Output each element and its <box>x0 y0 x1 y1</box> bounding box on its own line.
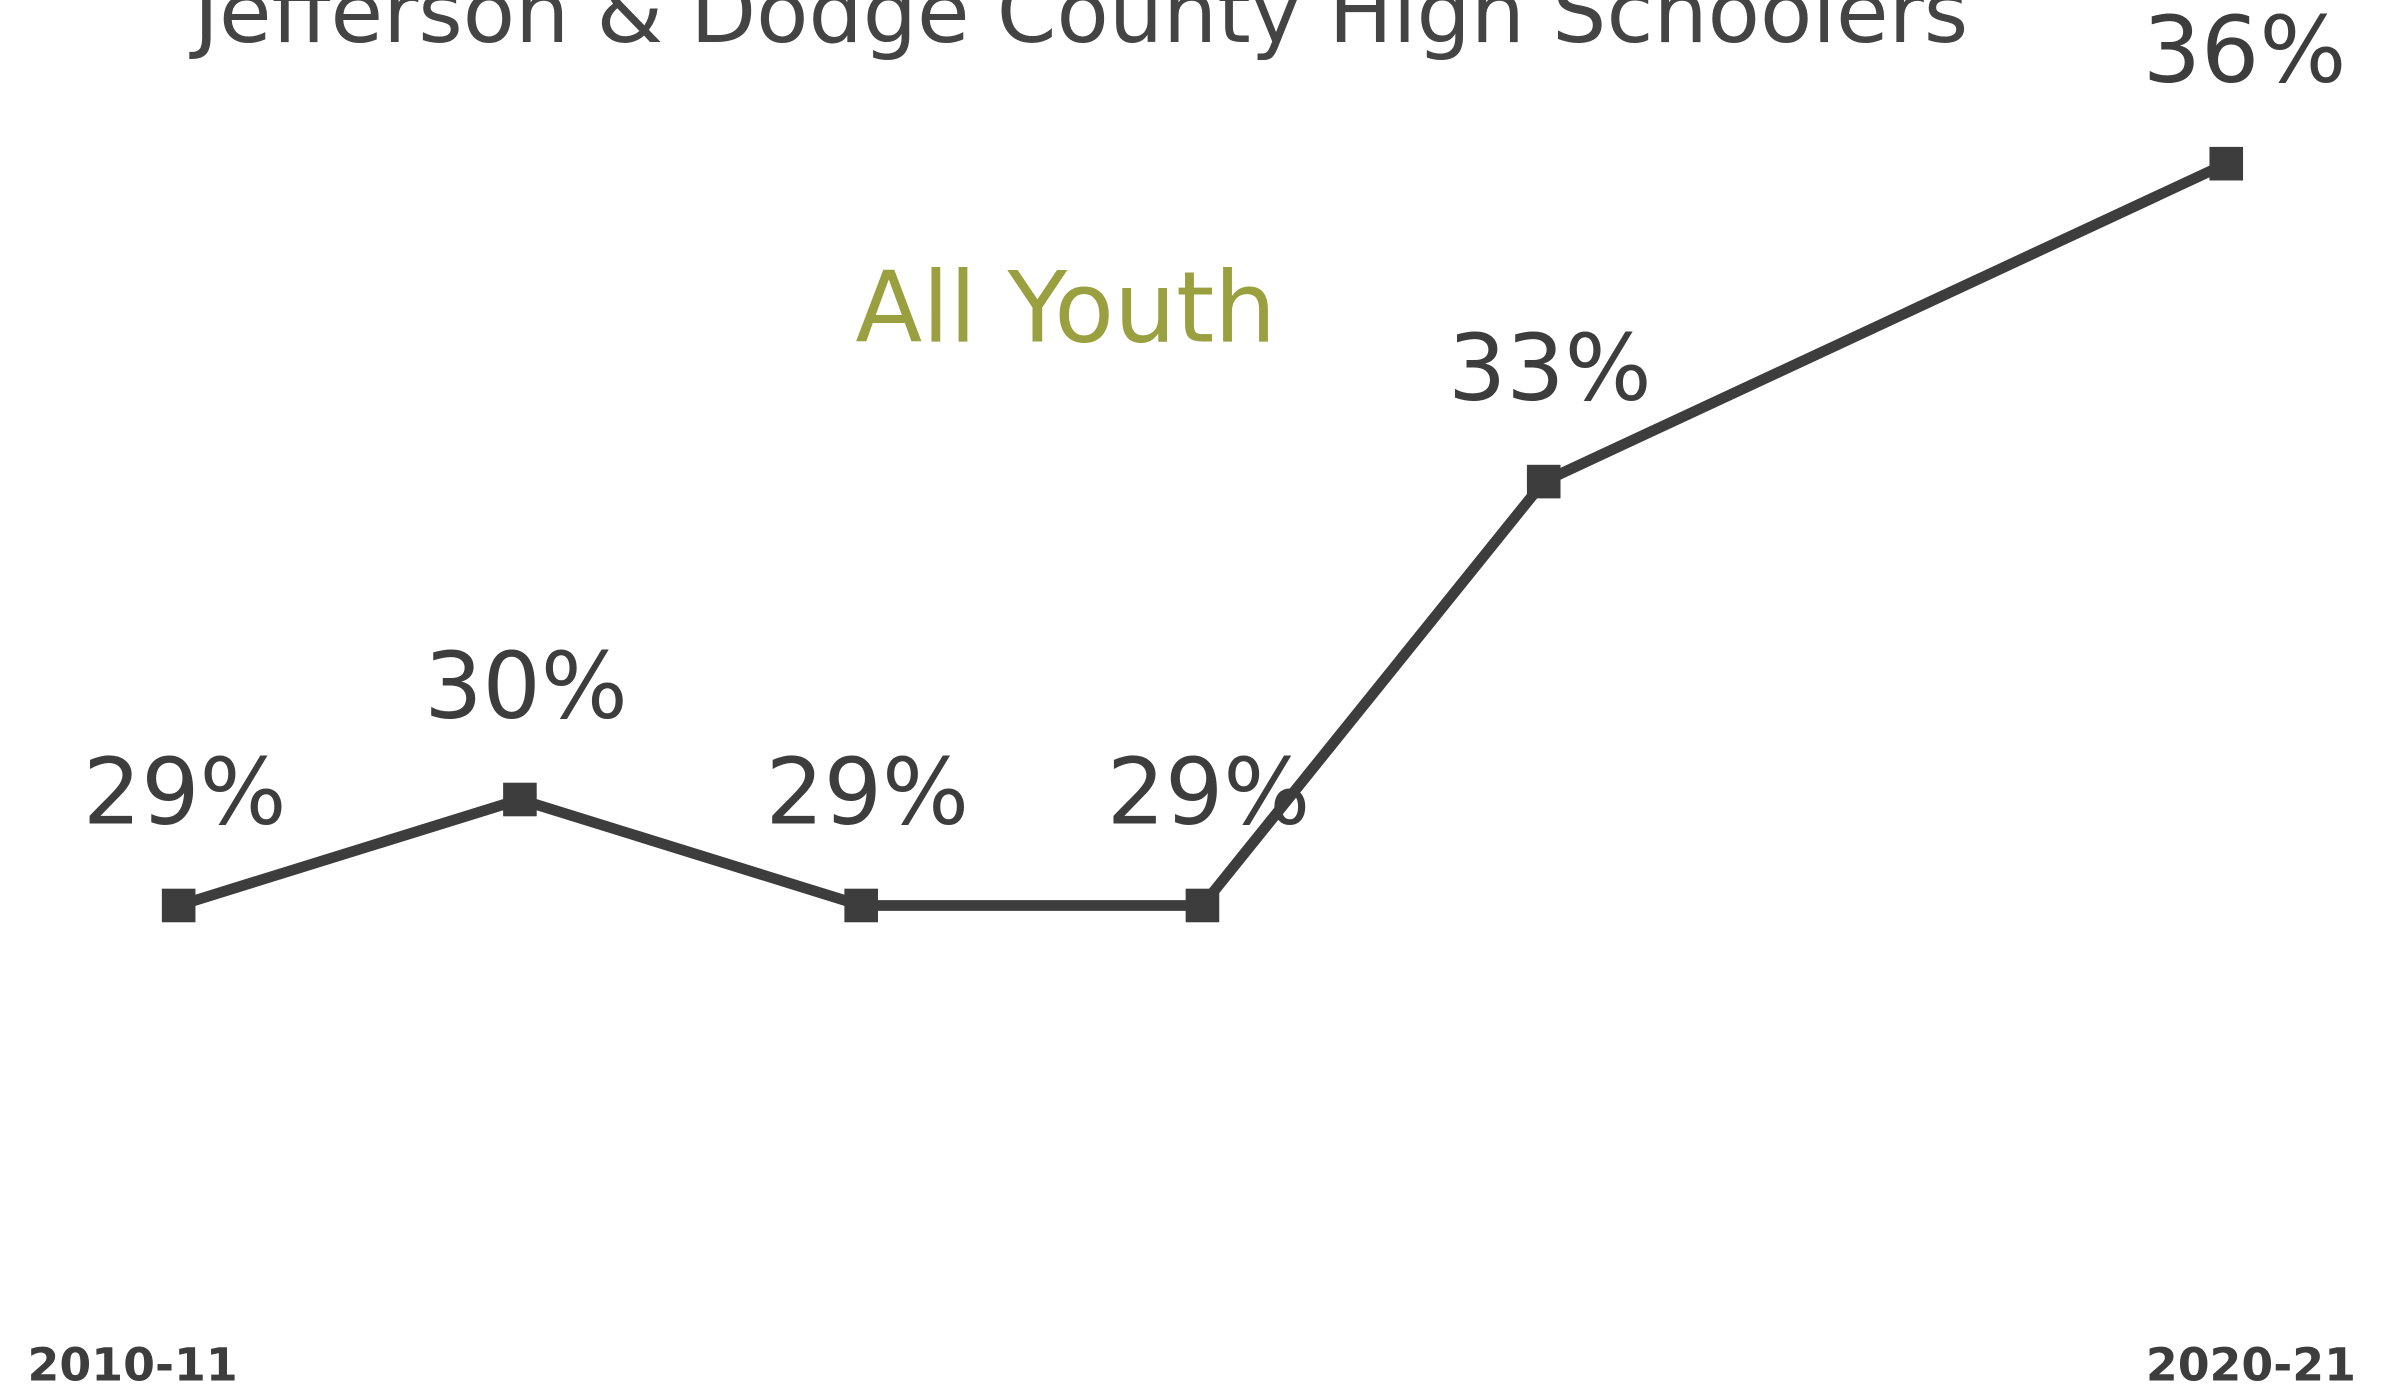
marker <box>844 888 878 923</box>
x-tick-label: 2020-21 <box>2146 1338 2356 1386</box>
data-label: 29% <box>765 738 969 845</box>
marker <box>2209 146 2244 181</box>
data-label: 29% <box>1107 738 1311 845</box>
chart-subtitle: All Youth <box>855 251 1276 365</box>
marker <box>1185 888 1220 923</box>
chart-title: Jefferson & Dodge County High Schoolers <box>189 0 1969 63</box>
marker <box>503 782 537 817</box>
data-label: 29% <box>83 738 287 845</box>
marker <box>161 888 196 923</box>
x-tick-label: 2010-11 <box>27 1338 237 1386</box>
data-label: 36% <box>2143 0 2347 104</box>
data-label: 33% <box>1448 315 1652 422</box>
line <box>177 158 2229 911</box>
marker <box>1526 464 1561 499</box>
data-label: 30% <box>424 633 628 740</box>
